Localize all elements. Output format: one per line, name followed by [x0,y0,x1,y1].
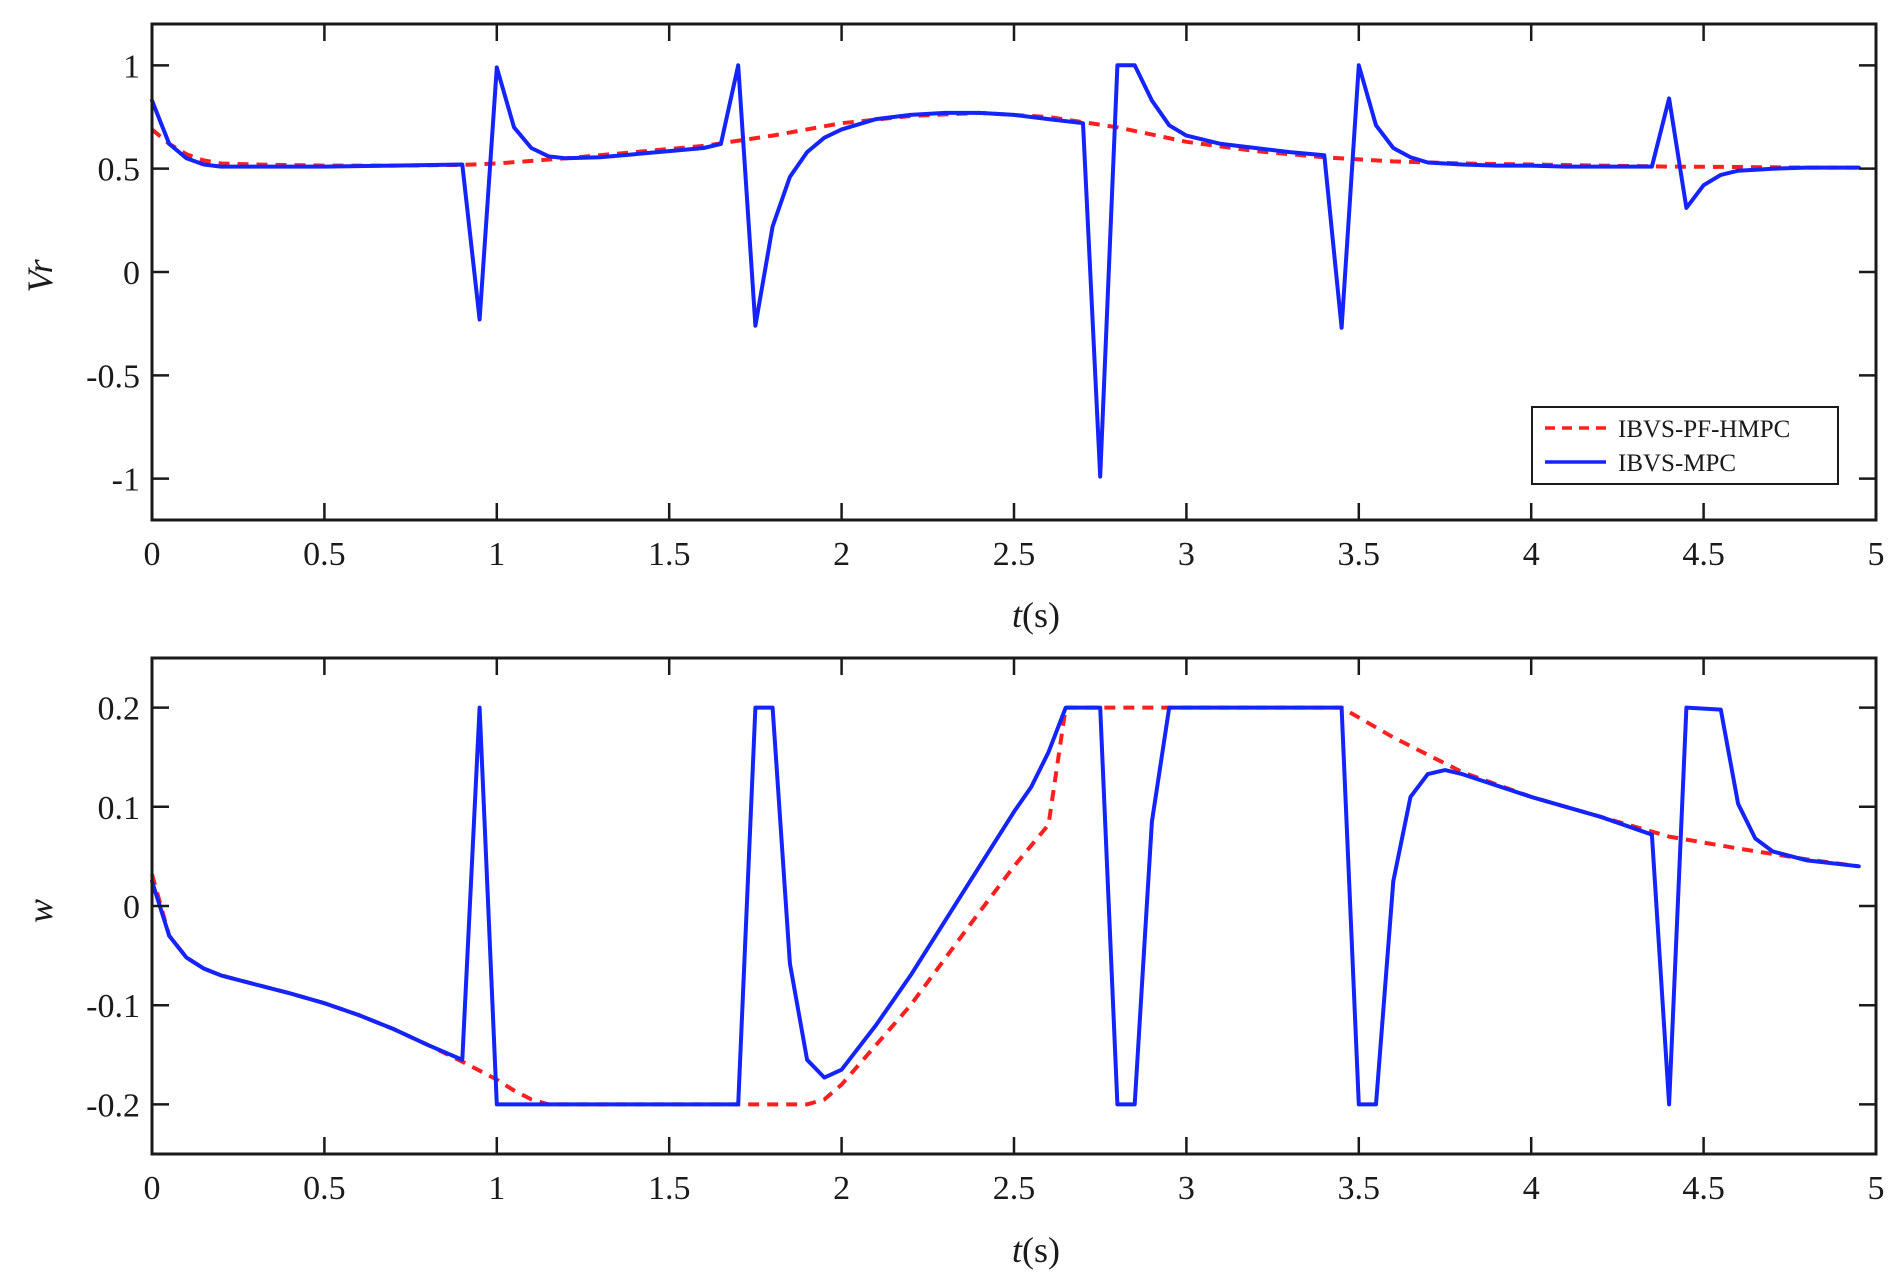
w-x-tick-labels: 0 0.5 1 1.5 2 2.5 3 3.5 4 4.5 5 [144,1170,1885,1207]
w-x-axis-label-italic: t [1012,1230,1023,1270]
w-x-tick-label: 3.5 [1338,1170,1381,1207]
vr-x-tick-label: 2 [833,536,850,573]
vr-y-tick-labels: -1 -0.5 0 0.5 1 [86,48,140,498]
w-x-tick-label: 4 [1523,1170,1540,1207]
vr-x-tick-label: 3.5 [1338,536,1381,573]
vr-x-tick-label: 1.5 [648,536,691,573]
legend-label-ibvs-mpc: IBVS-MPC [1618,450,1736,477]
vr-y-tick-label: 0 [123,255,140,292]
w-x-tick-label: 1 [488,1170,505,1207]
w-x-tick-label: 0 [144,1170,161,1207]
w-axes-box [150,656,1878,1156]
vr-x-tick-label: 1 [488,536,505,573]
w-y-tick-labels: -0.2 -0.1 0 0.1 0.2 [86,691,140,1125]
chart-w: 0 0.5 1 1.5 2 2.5 3 3.5 4 4.5 5 -0.2 -0.1 0 0.1 0.2 t(… [20,656,1885,1270]
w-x-tick-label: 2 [833,1170,850,1207]
chart-vr: 0 0.5 1 1.5 2 2.5 3 3.5 4 4.5 5 -1 -0.5 0 0.5 1 t(s) V… [20,22,1885,635]
vr-x-tick-label: 0.5 [303,536,346,573]
vr-x-axis-label-unit: (s) [1022,595,1060,635]
vr-x-axis-label: t(s) [1012,595,1060,635]
w-x-tick-label: 0.5 [303,1170,346,1207]
vr-series-ibvs-mpc [150,63,1861,479]
w-y-tick-label: 0.1 [98,790,141,827]
legend-label-ibvs-pf-hmpc: IBVS-PF-HMPC [1618,416,1790,443]
w-y-tick-label: -0.1 [86,988,140,1025]
vr-axes-box [150,22,1878,522]
vr-x-tick-label: 4.5 [1682,536,1725,573]
vr-x-tick-labels: 0 0.5 1 1.5 2 2.5 3 3.5 4 4.5 5 [144,536,1885,573]
vr-y-axis-label: Vr [20,258,60,292]
w-x-tick-label: 2.5 [993,1170,1036,1207]
w-y-tick-label: 0.2 [98,691,141,728]
legend-box [1531,406,1839,485]
vr-y-tick-label: 0.5 [98,152,141,189]
w-x-tick-label: 5 [1868,1170,1885,1207]
vr-x-tick-label: 2.5 [993,536,1036,573]
vr-y-tick-label: -0.5 [86,358,140,395]
vr-y-tick-label: 1 [123,48,140,85]
vr-x-tick-label: 4 [1523,536,1540,573]
w-x-tick-label: 4.5 [1682,1170,1725,1207]
w-x-tick-label: 1.5 [648,1170,691,1207]
w-y-tick-label: -0.2 [86,1087,140,1124]
vr-x-tick-label: 3 [1178,536,1195,573]
vr-x-tick-label: 5 [1868,536,1885,573]
w-y-tick-label: 0 [123,889,140,926]
w-x-axis-label: t(s) [1012,1230,1060,1270]
legend: IBVS-PF-HMPC IBVS-MPC [1531,406,1839,485]
w-series-ibvs-mpc [150,705,1861,1107]
w-y-axis-label: w [20,899,60,923]
vr-x-tick-label: 0 [144,536,161,573]
vr-plot-layer [150,63,1861,479]
vr-x-axis-label-italic: t [1012,595,1023,635]
w-x-axis-label-unit: (s) [1022,1230,1060,1270]
vr-y-tick-label: -1 [112,462,140,499]
w-plot-layer [150,705,1861,1107]
w-x-tick-label: 3 [1178,1170,1195,1207]
